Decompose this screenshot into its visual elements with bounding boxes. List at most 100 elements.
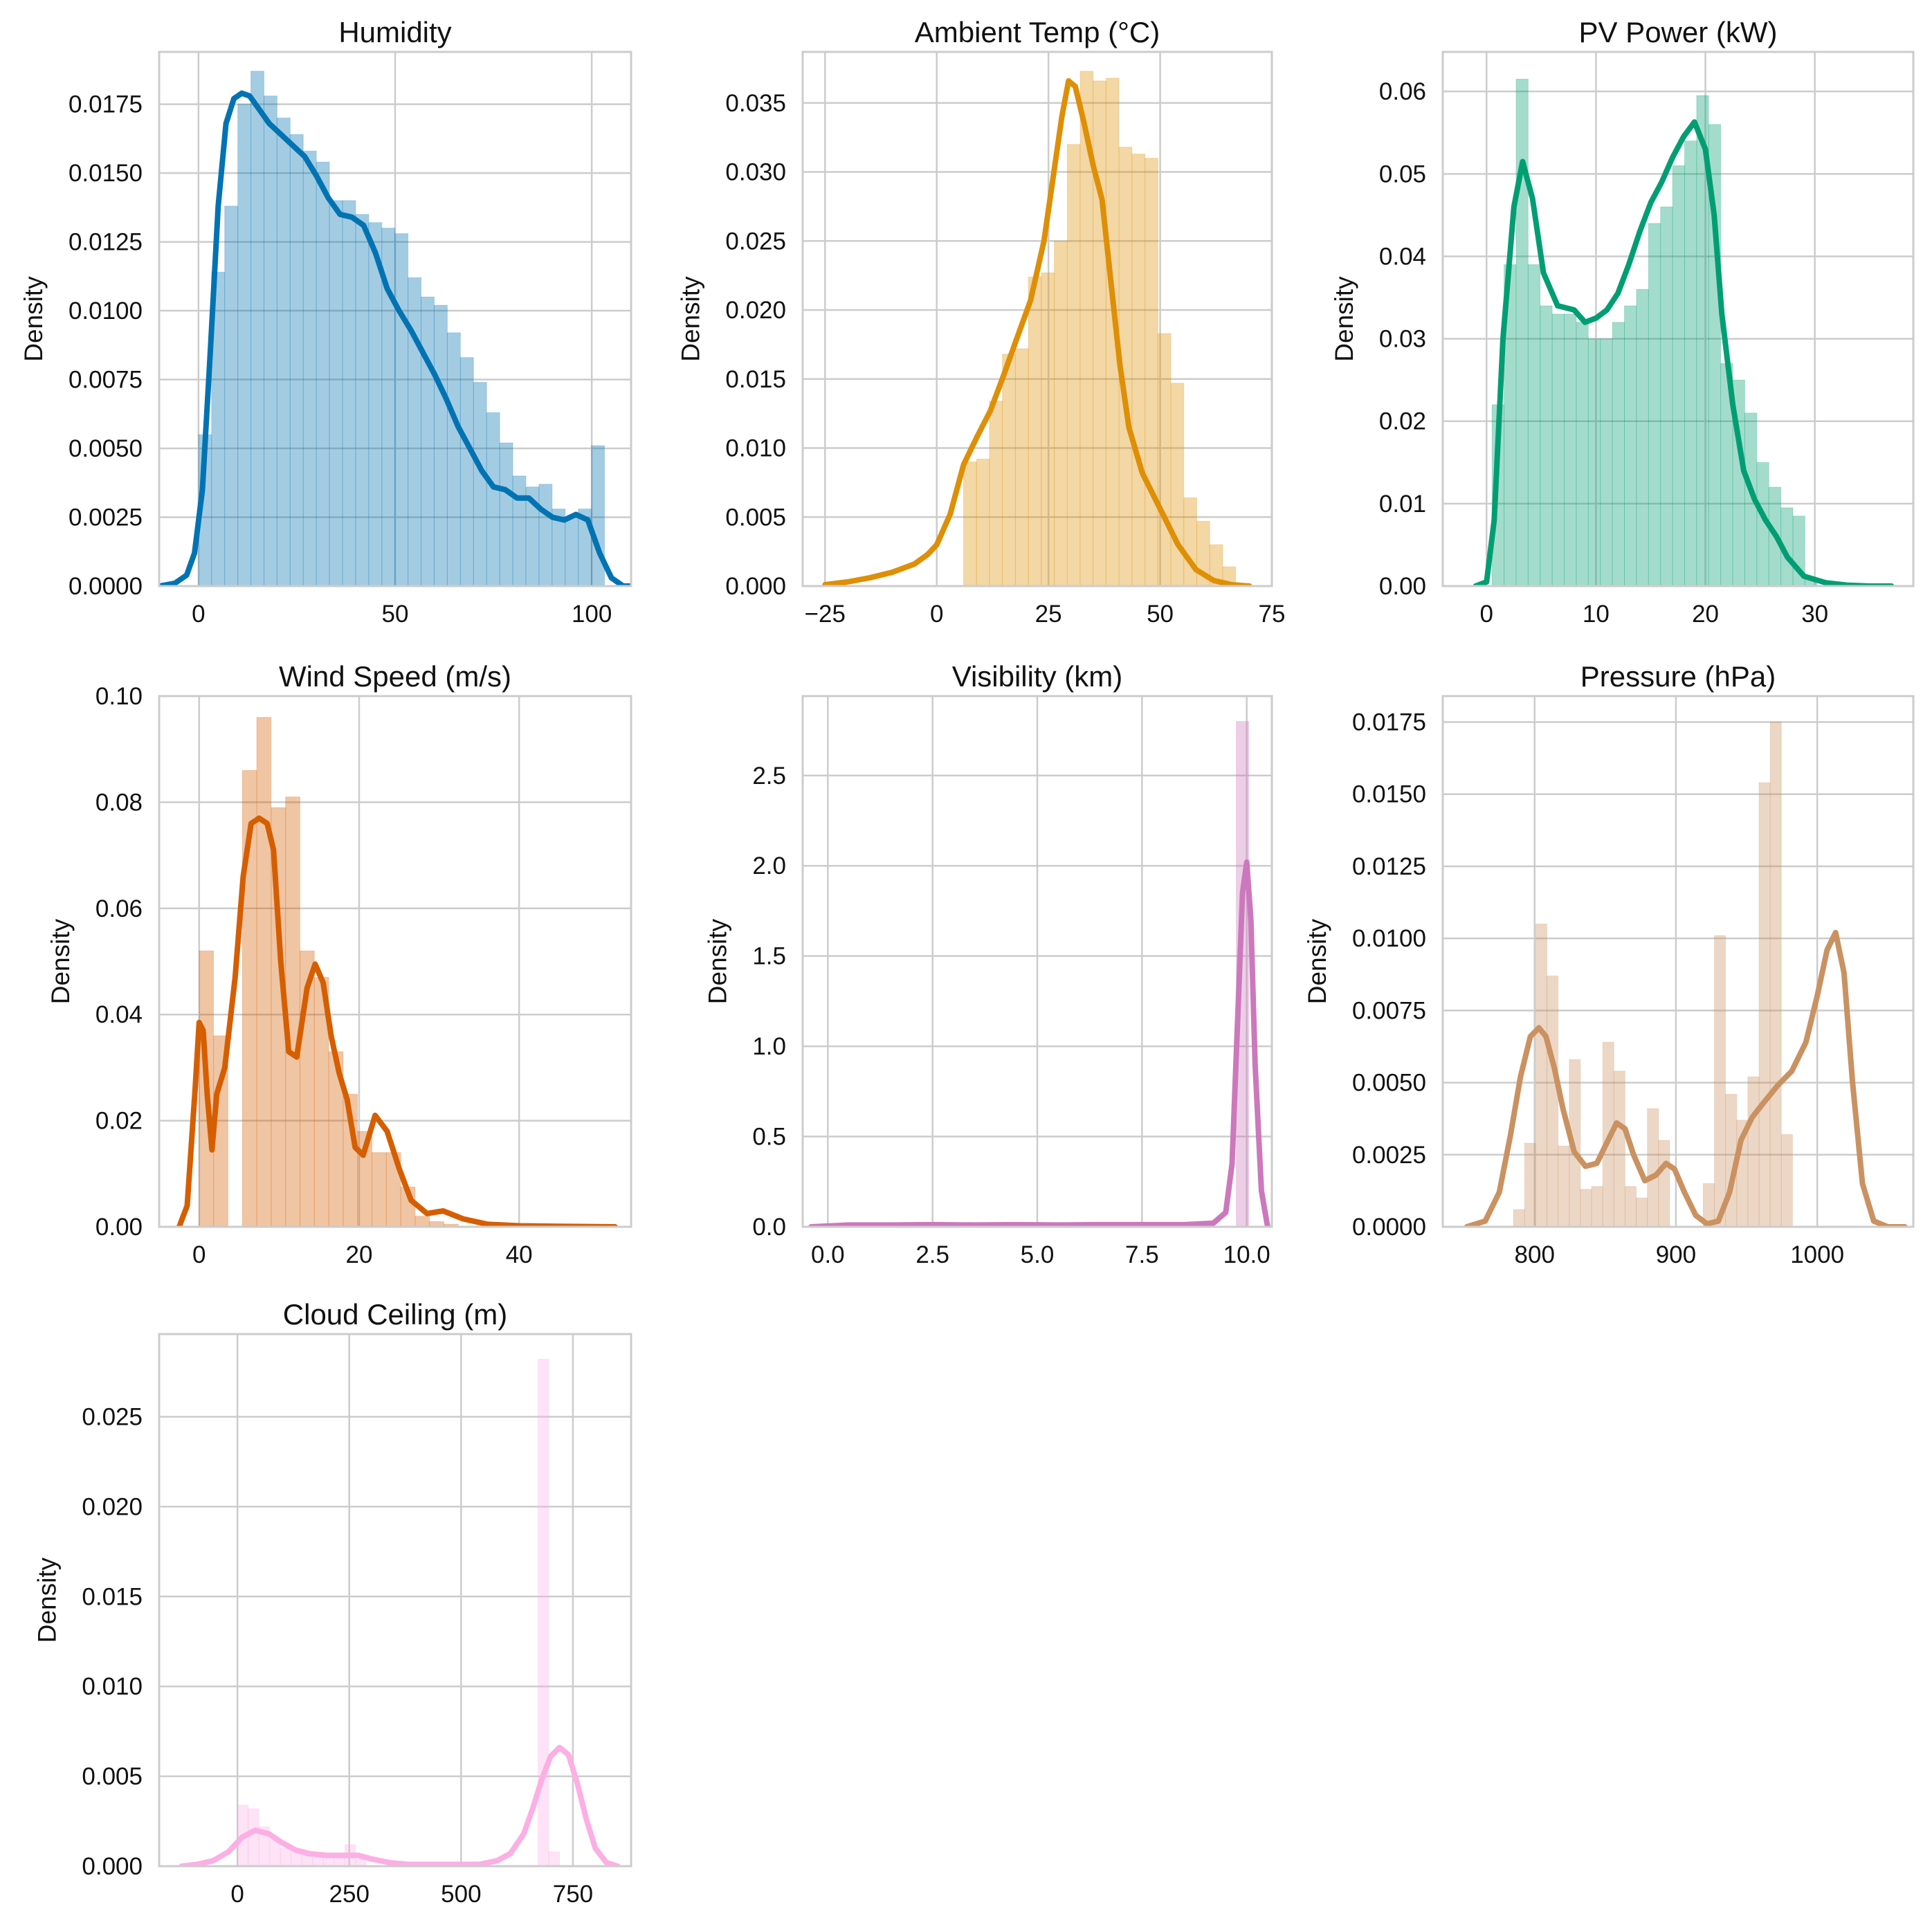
x-tick-label: 0 [230,1881,244,1908]
gridlines [159,1334,631,1868]
y-tick-label: 0.0025 [1352,1142,1426,1169]
histogram-bar [1540,305,1553,586]
y-tick-label: 0.01 [1379,491,1426,518]
histogram-bar [371,1152,387,1227]
histogram-bar [276,118,291,586]
axes-frame [158,1333,632,1868]
x-tick-label: 2.5 [915,1241,949,1268]
histogram-bar [1696,95,1709,586]
y-tick-label: 0.0 [752,1214,786,1241]
x-tick-label: 0 [192,1241,206,1268]
subplot-3: 0 10 20 30 0.00 0.01 0.02 0.03 0.04 0.05 0.06 PV Po… [1330,16,1915,628]
histogram-bar [1236,721,1250,1227]
y-tick-label: 0.005 [82,1763,143,1790]
y-tick-label: 0.00 [1379,573,1426,600]
y-tick-label: 0.015 [82,1583,143,1610]
histogram-bar [963,461,977,586]
histogram-bar [1769,722,1782,1227]
histogram-bar [1551,313,1565,586]
histogram-bars [1491,78,1818,586]
y-axis-label: Density [1303,918,1331,1004]
histogram-bar [1145,158,1158,586]
histogram-bars [963,71,1237,586]
subplot-6: 800 900 1000 0.0000 0.0025 0.0050 0.0075 0.0100… [1303,660,1915,1268]
y-tick-label: 0.04 [95,1001,143,1028]
histogram-bar [248,1808,259,1866]
histogram-bar [241,769,257,1227]
axes-frame [801,695,1273,1228]
histogram-bar [250,71,264,586]
x-tick-label: 75 [1259,601,1286,628]
y-axis-label: Density [33,1557,62,1643]
x-tick-label: 7.5 [1125,1241,1159,1268]
x-tick-label: 20 [1692,601,1719,628]
histogram-bar [1054,240,1068,586]
gridlines [803,696,1272,1228]
x-tick-label: 50 [382,601,409,628]
histogram-bar [316,161,330,586]
histogram-bar [1041,272,1055,586]
histogram-bar [1684,140,1697,586]
x-tick-label: 50 [1147,601,1174,628]
histogram-bar [1535,923,1547,1227]
histogram-bar [1612,322,1625,586]
y-tick-label: 0.0075 [1352,997,1426,1024]
histogram-bar [1613,1070,1625,1227]
x-tick-label: −25 [805,601,846,628]
histogram-bar [1093,80,1106,586]
histogram-bar [329,200,343,586]
histogram-bar [1624,1186,1637,1227]
x-tick-label: 0.0 [811,1241,845,1268]
kde-line [159,90,631,586]
histogram-bars [1513,722,1793,1227]
subplot-5: 0.0 2.5 5.0 7.5 10.0 0.0 0.5 1.0 1.5 2.0 2.5 Visibi… [704,660,1273,1268]
y-tick-label: 0.025 [82,1404,143,1431]
histogram-bar [414,1216,430,1227]
histogram-bar [499,442,513,586]
histogram-bar [1580,1189,1592,1227]
histogram-bar [989,401,1003,586]
y-tick-label: 1.0 [752,1033,786,1060]
histogram-bar [473,382,487,586]
kde-line [822,77,1252,586]
histogram-bar [1636,289,1649,586]
histogram-bar [224,206,239,586]
histogram-bar [1636,1197,1648,1227]
histogram-bar [421,296,435,586]
histogram-bar [512,475,527,586]
y-tick-label: 0.0150 [69,160,143,187]
axes-frame [158,51,632,587]
histogram-bar [1600,338,1613,586]
histogram-bar [1002,354,1016,586]
x-tick-label: 20 [346,1241,373,1268]
y-tick-label: 0.010 [725,435,786,462]
histogram-bar [1713,935,1726,1227]
x-tick-label: 800 [1515,1241,1555,1268]
y-axis-label: Density [677,276,705,362]
y-tick-label: 0.0125 [1352,853,1426,880]
histogram-bar [289,134,304,586]
kde-line [179,1744,621,1866]
histogram-bar [1170,383,1185,586]
y-tick-label: 0.02 [1379,408,1426,435]
histogram-bar [1780,1134,1793,1227]
histogram-bar [565,517,579,586]
y-tick-label: 0.020 [82,1493,143,1520]
y-tick-label: 0.0050 [1352,1070,1426,1097]
histogram-bar [355,1859,367,1866]
subplot-2: −25 0 25 50 75 0.000 0.005 0.010 0.015 0.020 0.025… [677,16,1286,628]
y-tick-label: 0.0150 [1352,781,1426,808]
kde-line [1473,119,1895,586]
histogram-bar [237,104,252,586]
subplot-title: Cloud Ceiling (m) [283,1298,507,1331]
histogram-bar [1647,1108,1659,1227]
subplot-title: Wind Speed (m/s) [279,660,511,693]
histogram-bar [1587,338,1601,586]
x-tick-label: 250 [329,1881,370,1908]
y-tick-label: 2.0 [752,852,786,879]
y-tick-label: 0.05 [1379,161,1426,188]
y-tick-label: 0.030 [725,159,786,186]
y-tick-label: 0.03 [1379,326,1426,353]
histogram-bar [1131,154,1146,586]
x-tick-label: 25 [1035,601,1062,628]
